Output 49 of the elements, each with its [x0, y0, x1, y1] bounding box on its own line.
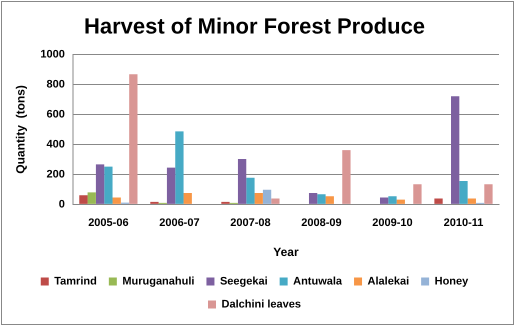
chart-title: Harvest of Minor Forest Produce [84, 13, 426, 38]
x-tick-label: 2009-10 [372, 217, 413, 230]
x-tick-label: 2008-09 [301, 217, 342, 230]
y-axis-title: Quantity (tons) [14, 85, 28, 174]
bar [104, 166, 113, 204]
bar [459, 181, 468, 204]
legend-label: Seegekai [220, 276, 268, 288]
x-tick-label: 2005-06 [88, 217, 129, 230]
x-axis-title: Year [273, 245, 299, 260]
bar [79, 195, 88, 204]
legend-label: Muruganahuli [122, 276, 194, 288]
bar [166, 168, 176, 204]
x-tick-label: 2010-11 [444, 217, 484, 230]
bar [262, 190, 272, 204]
bar [184, 193, 192, 204]
bar [175, 131, 184, 204]
bar [254, 193, 263, 204]
y-tick-label: 800 [46, 78, 65, 90]
bar [468, 198, 476, 204]
bar [246, 178, 255, 204]
legend-label: Antuwala [293, 276, 343, 288]
bar [413, 184, 422, 204]
bar [326, 196, 334, 204]
bar [317, 194, 326, 204]
y-tick-label: 1000 [40, 48, 65, 60]
bar [96, 164, 104, 204]
bar [434, 198, 443, 204]
bar [238, 158, 246, 204]
bar [342, 150, 351, 204]
legend-label: Tamrind [54, 276, 97, 288]
y-tick-label: 0 [58, 198, 65, 210]
bar [112, 198, 121, 204]
bar [308, 193, 318, 204]
y-tick-label: 600 [46, 108, 65, 120]
bar [388, 196, 397, 204]
y-tick-label: 400 [46, 138, 65, 150]
x-tick-label: 2006-07 [159, 217, 200, 230]
bar [451, 96, 460, 204]
bar [484, 184, 493, 204]
legend-label: Honey [434, 276, 470, 288]
bar [271, 198, 280, 204]
bar [380, 198, 388, 204]
legend-label: Alalekai [368, 276, 410, 288]
legend-label: Dalchini leaves [222, 298, 302, 311]
y-tick-label: 200 [46, 168, 65, 180]
bar [88, 192, 96, 204]
bar [129, 74, 138, 204]
x-tick-label: 2007-08 [230, 217, 271, 230]
bar [396, 200, 405, 204]
